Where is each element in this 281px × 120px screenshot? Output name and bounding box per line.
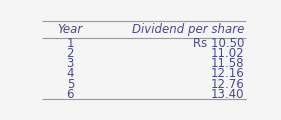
Text: 12.16: 12.16 bbox=[210, 67, 244, 81]
Text: 2: 2 bbox=[67, 47, 74, 60]
Text: Dividend per share: Dividend per share bbox=[132, 23, 244, 36]
Text: Rs 10.50: Rs 10.50 bbox=[193, 37, 244, 50]
Text: 1: 1 bbox=[67, 37, 74, 50]
Text: 13.40: 13.40 bbox=[211, 88, 244, 101]
Text: 6: 6 bbox=[67, 88, 74, 101]
Text: 5: 5 bbox=[67, 78, 74, 91]
Text: 11.02: 11.02 bbox=[210, 47, 244, 60]
Text: 12.76: 12.76 bbox=[210, 78, 244, 91]
Text: Year: Year bbox=[58, 23, 83, 36]
Text: 3: 3 bbox=[67, 57, 74, 70]
Text: 11.58: 11.58 bbox=[211, 57, 244, 70]
Text: 4: 4 bbox=[67, 67, 74, 81]
